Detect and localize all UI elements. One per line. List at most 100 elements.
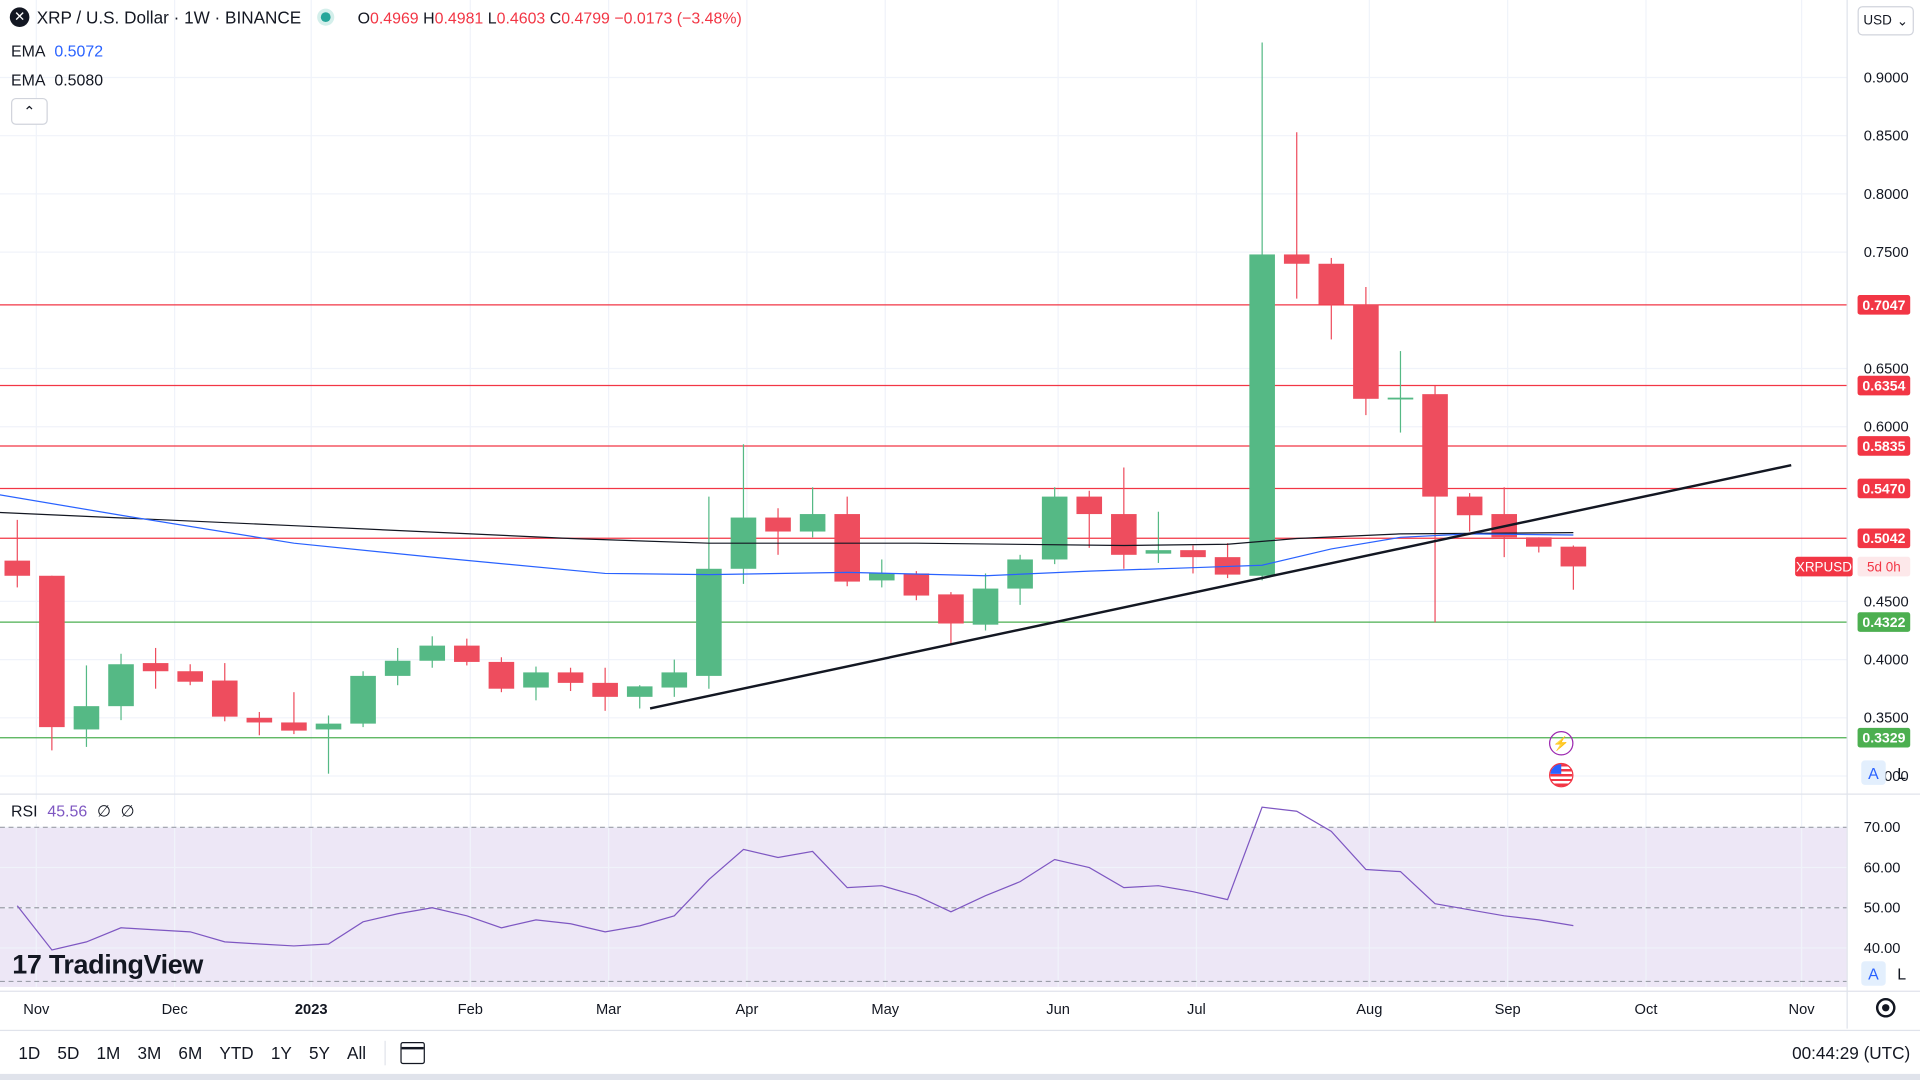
- us-flag-event-icon[interactable]: [1548, 762, 1574, 788]
- candle-body-42: [1456, 496, 1483, 516]
- rsi-tick-label: 40.00: [1864, 941, 1901, 957]
- utc-clock[interactable]: 00:44:29 (UTC): [1792, 1043, 1911, 1063]
- time-tick-label: Sep: [1495, 1002, 1521, 1018]
- candle-body-31: [1076, 496, 1103, 515]
- symbol-tag-label: XRPUSD: [1796, 559, 1852, 574]
- time-tick-label: Dec: [162, 1002, 188, 1018]
- rsi-tick-label: 60.00: [1864, 860, 1901, 876]
- level-tag-label: 0.7047: [1862, 297, 1905, 313]
- candle-body-15: [523, 672, 549, 688]
- candle-body-18: [626, 686, 653, 697]
- rsi-auto-scale-button[interactable]: A: [1861, 961, 1886, 986]
- level-tag-label: 0.6354: [1862, 377, 1905, 393]
- price-tick-label: 0.4500: [1864, 594, 1909, 610]
- auto-scale-button[interactable]: A: [1861, 760, 1886, 785]
- candle-body-32: [1111, 514, 1137, 555]
- time-tick-label: Aug: [1356, 1002, 1382, 1018]
- candle-body-45: [1560, 546, 1587, 567]
- candle-body-12: [419, 645, 446, 661]
- log-scale-button[interactable]: L: [1897, 763, 1907, 782]
- range-button-5y[interactable]: 5Y: [308, 1043, 330, 1063]
- candle-body-22: [765, 517, 791, 532]
- countdown-label: 5d 0h: [1867, 559, 1901, 574]
- price-tick-label: 0.7500: [1864, 245, 1909, 261]
- range-button-6m[interactable]: 6M: [178, 1043, 203, 1063]
- price-tick-label: 0.4000: [1864, 652, 1909, 668]
- time-tick-label: Feb: [458, 1002, 483, 1018]
- symbol-tag: [1795, 556, 1853, 577]
- chevron-down-icon: ⌄: [1896, 14, 1909, 29]
- range-button-all[interactable]: All: [347, 1043, 367, 1063]
- candle-body-10: [350, 675, 376, 724]
- candle-body-26: [903, 573, 930, 596]
- price-tick-label: 0.8500: [1864, 129, 1909, 145]
- rsi-legend[interactable]: RSI 45.56 ∅ ∅: [0, 799, 146, 825]
- rsi-tick-label: 50.00: [1864, 901, 1901, 917]
- candle-body-0: [4, 560, 31, 576]
- candle-body-6: [211, 680, 238, 717]
- level-tag-label: 0.5470: [1862, 480, 1905, 496]
- candle-body-28: [972, 588, 999, 625]
- level-tag-6: [1857, 727, 1911, 748]
- countdown-tag: [1857, 556, 1911, 577]
- candle-body-4: [142, 663, 169, 672]
- symbol-title[interactable]: XRP / U.S. Dollar · 1W · BINANCE: [36, 7, 302, 27]
- candle-body-3: [108, 664, 134, 707]
- range-button-3m[interactable]: 3M: [137, 1043, 162, 1063]
- level-tag-2: [1857, 436, 1911, 456]
- candle-body-20: [696, 568, 722, 676]
- candle-body-14: [488, 661, 515, 689]
- time-tick-label: Apr: [735, 1002, 758, 1018]
- time-tick-label: 2023: [295, 1002, 328, 1018]
- candle-body-11: [384, 660, 411, 676]
- time-tick-label: Nov: [1789, 1002, 1816, 1018]
- trendline: [649, 463, 1792, 710]
- tradingview-logo[interactable]: 17 TradingView: [12, 948, 203, 980]
- candle-body-5: [177, 671, 203, 682]
- range-buttons: 1D 5D 1M 3M 6M YTD 1Y 5Y All: [10, 1036, 375, 1070]
- candle-body-30: [1041, 496, 1068, 560]
- candle-body-41: [1422, 394, 1448, 497]
- gear-icon[interactable]: [1875, 997, 1896, 1018]
- candle-body-13: [454, 645, 480, 662]
- candle-body-40: [1387, 397, 1414, 400]
- candle-body-38: [1318, 263, 1345, 305]
- high-value: 0.4981: [434, 7, 484, 27]
- currency-button[interactable]: USD ⌄: [1857, 6, 1914, 36]
- range-button-ytd[interactable]: YTD: [219, 1043, 254, 1063]
- price-tick-label: 0.3500: [1864, 711, 1909, 727]
- ema1-value: 0.5072: [54, 41, 104, 61]
- candle-body-25: [868, 573, 895, 581]
- ema-line-blue: [0, 494, 1574, 577]
- time-tick-label: Jul: [1187, 1002, 1206, 1018]
- price-tick-label: 0.9000: [1864, 70, 1909, 86]
- calendar-icon[interactable]: [400, 1042, 425, 1065]
- candle-body-19: [661, 672, 688, 688]
- ema-legend-2[interactable]: EMA 0.5080: [11, 71, 104, 90]
- bottom-strip: [0, 1073, 1920, 1080]
- candle-body-2: [73, 706, 100, 730]
- candle-body-44: [1525, 537, 1552, 547]
- collapse-legend-button[interactable]: ⌃: [11, 97, 48, 125]
- level-tag-label: 0.5042: [1862, 530, 1905, 546]
- range-button-5d[interactable]: 5D: [57, 1043, 80, 1063]
- event-bolt-icon[interactable]: ⚡: [1548, 731, 1574, 756]
- range-button-1d[interactable]: 1D: [18, 1043, 41, 1063]
- range-button-1y[interactable]: 1Y: [270, 1043, 292, 1063]
- candle-body-23: [799, 514, 826, 532]
- time-tick-label: Oct: [1635, 1002, 1658, 1018]
- level-tag-3: [1857, 478, 1911, 499]
- candle-body-17: [592, 682, 618, 697]
- candle-body-39: [1353, 304, 1379, 399]
- rsi-log-scale-button[interactable]: L: [1897, 964, 1907, 983]
- ema-legend-1[interactable]: EMA 0.5072: [11, 41, 104, 61]
- range-button-1m[interactable]: 1M: [96, 1043, 121, 1063]
- time-tick-label: Nov: [23, 1002, 50, 1018]
- candle-body-9: [315, 723, 342, 730]
- market-status-icon: [320, 12, 331, 23]
- time-tick-label: Jun: [1046, 1002, 1070, 1018]
- candle-body-8: [281, 722, 307, 731]
- ohlc-values: O0.4969 H0.4981 L0.4603 C0.4799 −0.0173 …: [357, 7, 742, 27]
